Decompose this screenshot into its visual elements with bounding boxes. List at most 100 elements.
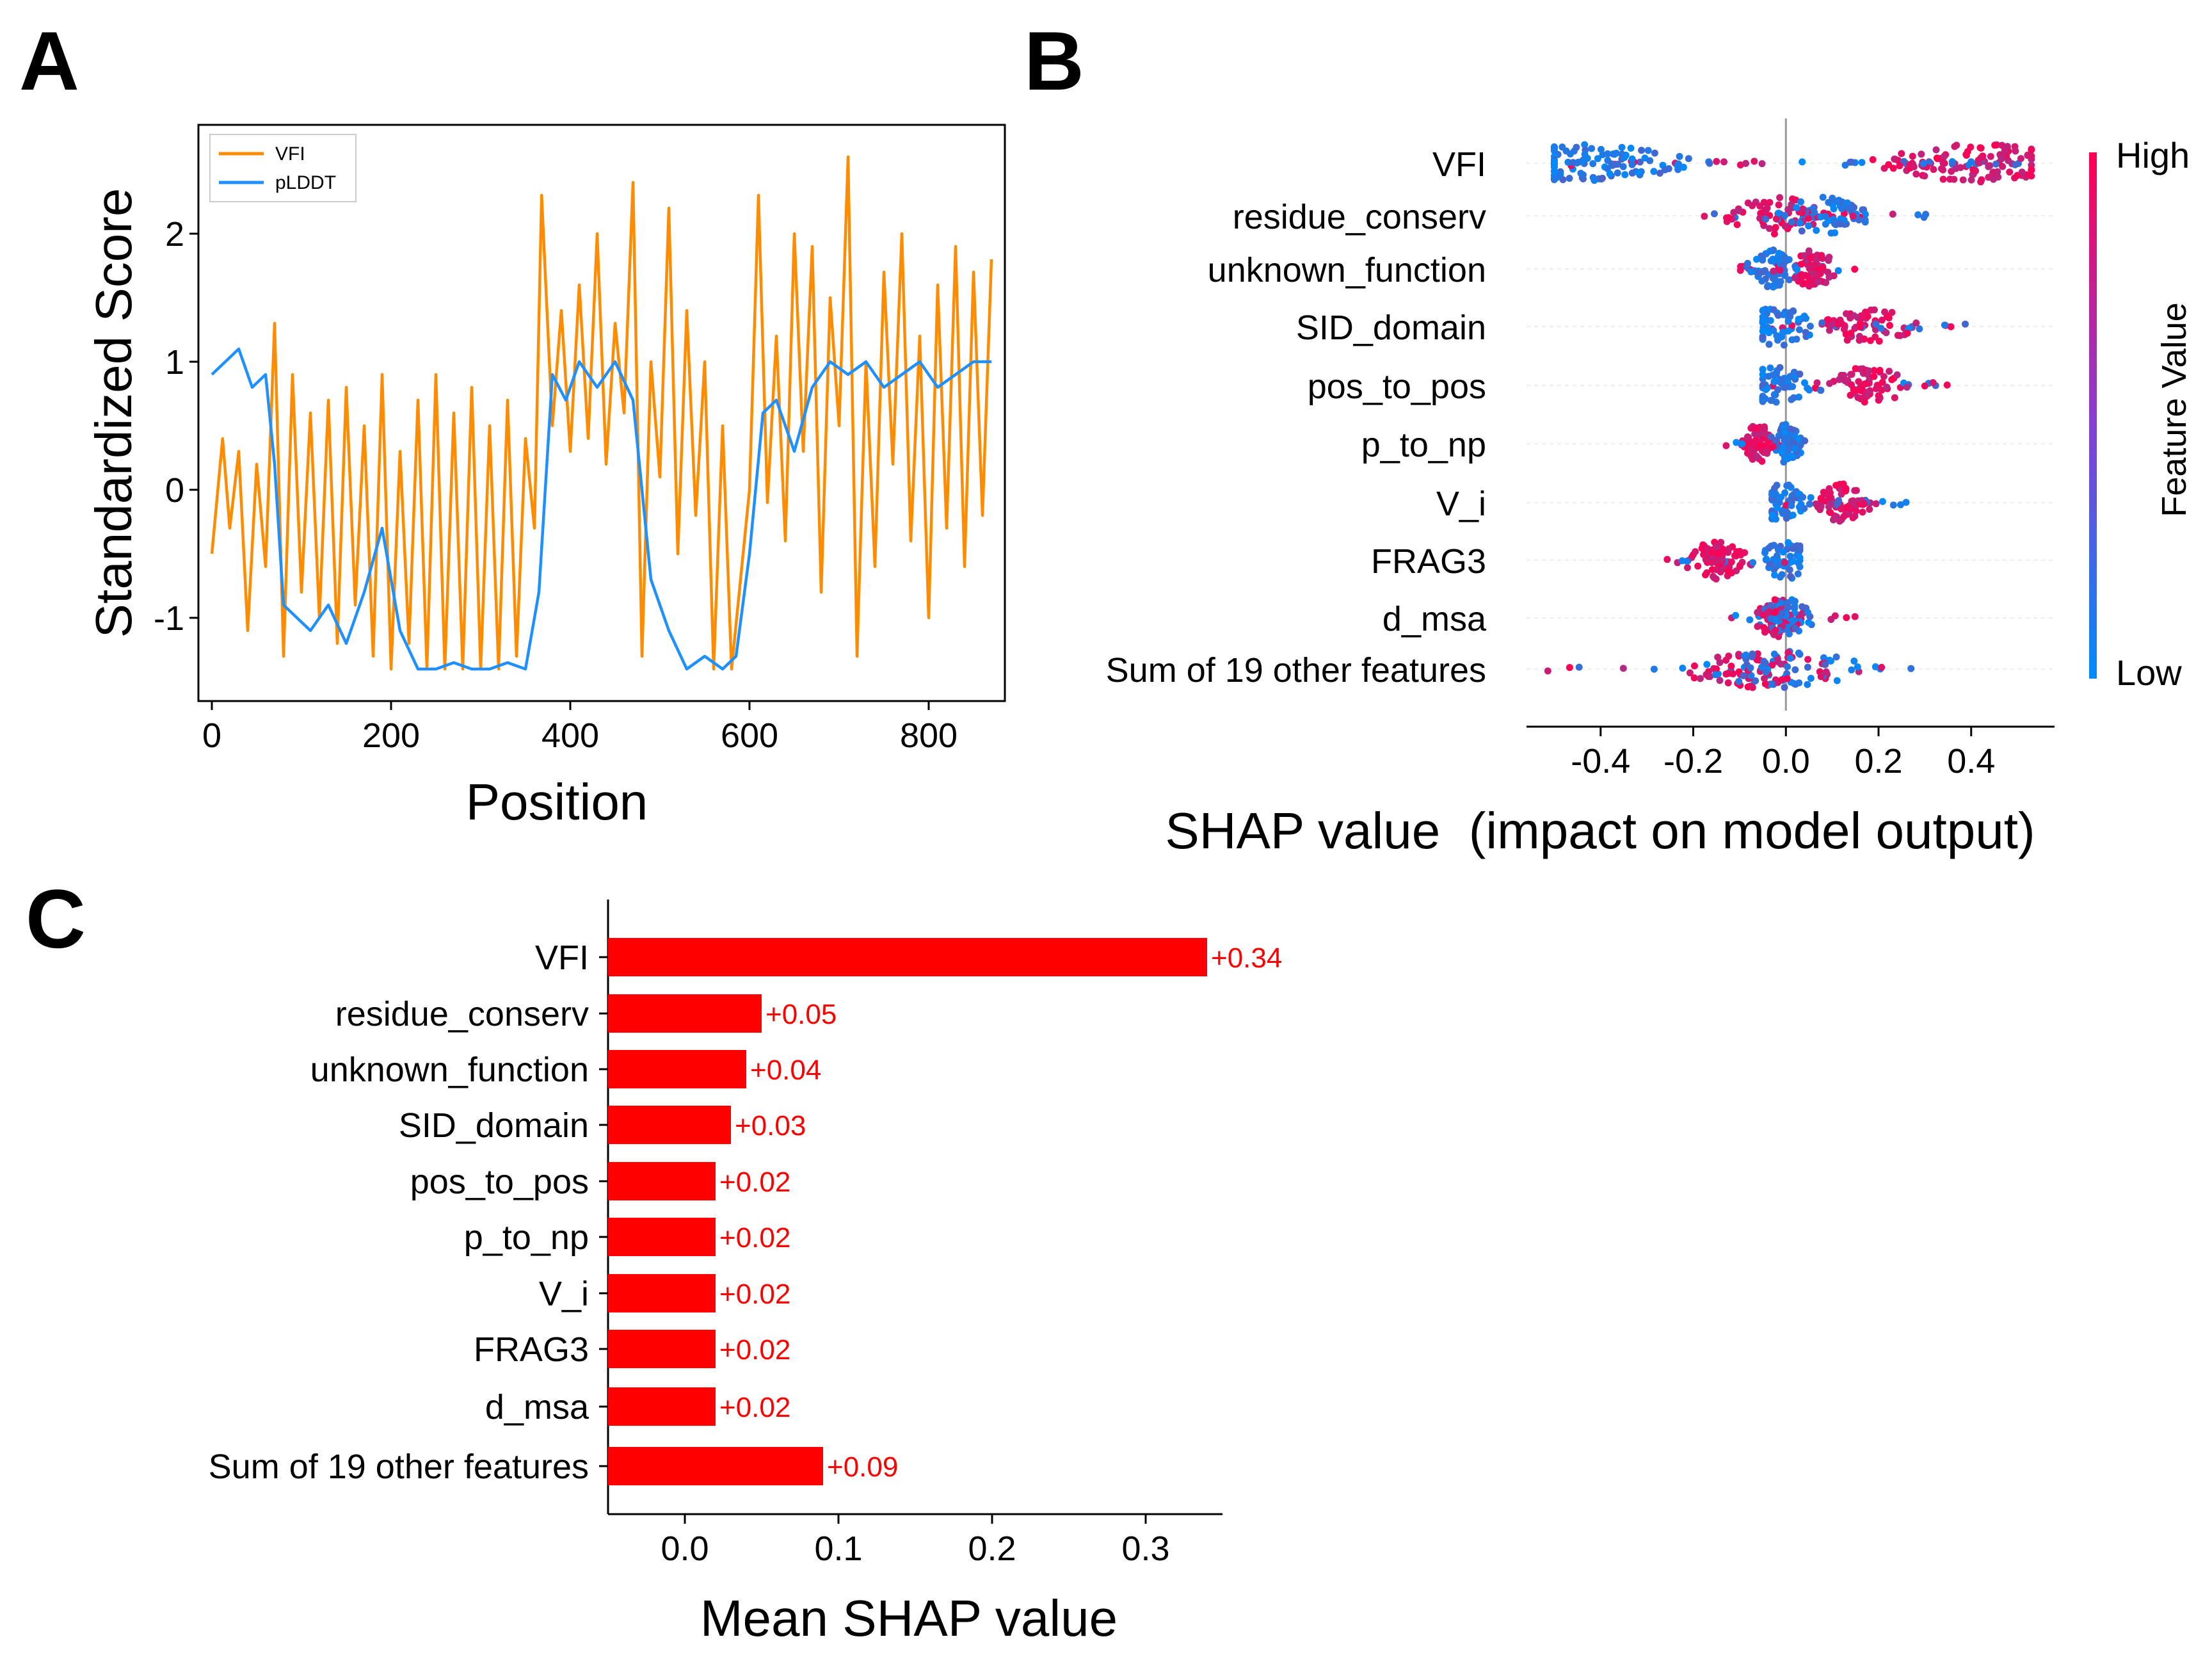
shap-dot [1761, 680, 1769, 688]
bar [608, 938, 1207, 976]
shap-dot [1784, 663, 1791, 670]
shap-dot [1807, 254, 1815, 262]
panel-b-dots-group [1544, 141, 2035, 691]
shap-dot [1764, 282, 1772, 289]
colorbar-title: Feature Value [2155, 302, 2193, 517]
panel-b-x-axis-label: SHAP value (impact on model output) [1165, 802, 2035, 859]
shap-dot [1866, 337, 1874, 344]
shap-dot [1793, 335, 1800, 343]
shap-dot [1581, 150, 1589, 158]
shap-dot [1770, 650, 1778, 658]
shap-dot [1951, 143, 1959, 150]
shap-dot [1785, 630, 1793, 638]
shap-dot [1830, 215, 1838, 223]
shap-dot [1987, 152, 1994, 160]
shap-dot [1839, 480, 1847, 488]
shap-dot [1759, 256, 1767, 264]
shap-dot [1651, 149, 1658, 157]
category-label: V_i [539, 1275, 589, 1313]
shap-dot [1778, 448, 1786, 456]
shap-dot [1594, 155, 1601, 163]
feature-label: p_to_np [1361, 426, 1486, 464]
shap-dot [1788, 502, 1795, 510]
shap-dot [1804, 609, 1811, 616]
shap-dot [1843, 199, 1851, 207]
shap-dot [1818, 319, 1826, 327]
shap-dot [1691, 662, 1698, 670]
bar [608, 1050, 746, 1088]
shap-dot [1799, 494, 1807, 501]
bar-value-label: +0.02 [719, 1279, 790, 1310]
shap-dot [1855, 216, 1863, 223]
shap-dot [1735, 207, 1743, 214]
bar [608, 1218, 716, 1256]
shap-dot [1767, 396, 1775, 404]
shap-dot [1795, 393, 1802, 401]
shap-dot [1706, 159, 1713, 167]
shap-dot [1805, 222, 1813, 230]
shap-dot [1703, 671, 1710, 679]
shap-dot [1909, 152, 1916, 160]
shap-dot [1819, 193, 1827, 201]
x-tick-label: -0.2 [1663, 742, 1723, 780]
shap-dot [1767, 317, 1774, 325]
shap-dot [1727, 558, 1735, 566]
shap-dot [1767, 602, 1775, 609]
shap-dot [1754, 609, 1761, 617]
shap-dot [1811, 209, 1818, 216]
shap-dot [1759, 327, 1767, 335]
shap-dot [1711, 671, 1719, 679]
shap-dot [1770, 282, 1777, 289]
panel-b-beeswarm-chart: VFI residue_conserv unknown_function SID_do… [1106, 118, 2193, 859]
feature-label: SID_domain [1296, 309, 1486, 347]
shap-dot [1947, 323, 1955, 330]
shap-dot [1708, 549, 1716, 556]
shap-dot [1791, 666, 1799, 674]
shap-dot [1770, 542, 1777, 549]
shap-dot [1791, 597, 1799, 605]
shap-dot [1771, 485, 1778, 492]
shap-dot [2018, 168, 2026, 176]
shap-dot [1701, 213, 1708, 220]
shap-dot [1872, 385, 1880, 392]
shap-dot [1713, 543, 1720, 551]
shap-dot [1720, 158, 1727, 166]
category-label: d_msa [485, 1388, 589, 1426]
shap-dot [1827, 658, 1834, 665]
shap-dot [1959, 176, 1967, 184]
shap-dot [1770, 306, 1777, 314]
shap-dot [1771, 571, 1778, 579]
shap-dot [1818, 252, 1825, 259]
shap-dot [1886, 321, 1893, 329]
shap-dot [1732, 611, 1740, 619]
shap-dot [1833, 513, 1841, 521]
shap-dot [1810, 261, 1818, 269]
shap-dot [1775, 281, 1783, 289]
shap-dot [1859, 314, 1866, 321]
shap-dot [1941, 321, 1948, 329]
shap-dot [1825, 257, 1832, 264]
shap-dot [1719, 547, 1727, 554]
shap-dot [1835, 497, 1843, 505]
shap-dot [1778, 676, 1786, 684]
panel-a-y-axis-label: Standardized Score [85, 188, 142, 638]
shap-dot [1738, 440, 1746, 448]
shap-dot [1867, 306, 1875, 314]
panel-a-legend: VFI pLDDT [209, 134, 357, 202]
shap-dot [1754, 623, 1761, 630]
shap-dot [1559, 176, 1567, 184]
shap-dot [1880, 165, 1888, 172]
shap-dot [1768, 490, 1776, 498]
shap-dot [2017, 155, 2024, 163]
shap-dot [1769, 275, 1777, 282]
shap-dot [1776, 266, 1784, 274]
shap-dot [1779, 328, 1786, 336]
shap-dot [1820, 654, 1827, 661]
shap-dot [1786, 373, 1793, 381]
shap-dot [1796, 554, 1804, 561]
shap-dot [1724, 679, 1732, 687]
shap-dot [1941, 152, 1948, 160]
shap-dot [1622, 151, 1630, 159]
shap-dot [1686, 669, 1694, 677]
shap-dot [1805, 247, 1813, 255]
